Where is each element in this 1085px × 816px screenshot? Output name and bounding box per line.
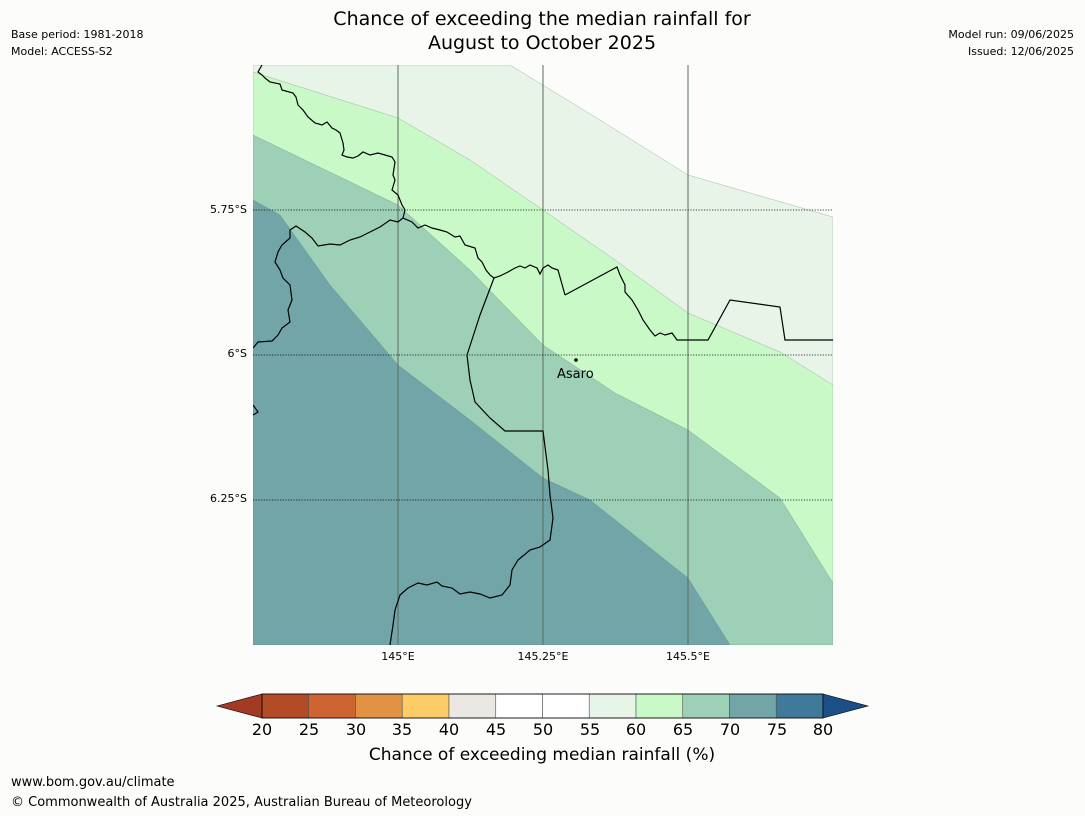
colorbar — [215, 693, 870, 719]
colorbar-extend-high — [822, 693, 870, 719]
asaro-marker — [574, 358, 578, 362]
colorbar-cells — [261, 693, 824, 719]
place-label-asaro: Asaro — [557, 367, 594, 382]
colorbar-tick: 65 — [672, 720, 694, 739]
parallel-lines — [253, 209, 833, 501]
model-name-text: Model: ACCESS-S2 — [11, 45, 113, 58]
colorbar-cell — [588, 693, 637, 719]
colorbar-tick: 45 — [485, 720, 507, 739]
colorbar-tick: 35 — [391, 720, 413, 739]
lat-label-6-25s: 6.25°S — [210, 492, 247, 505]
model-run-text: Model run: 09/06/2025 — [948, 28, 1074, 41]
map-plot-area: Asaro — [253, 65, 833, 645]
colorbar-cell — [542, 693, 590, 719]
colorbar-tick: 80 — [812, 720, 834, 739]
footer-copyright: © Commonwealth of Australia 2025, Austra… — [11, 795, 472, 810]
run-info: Model run: 09/06/2025 Issued: 12/06/2025 — [948, 26, 1074, 60]
colorbar-label: Chance of exceeding median rainfall (%) — [368, 745, 716, 765]
colorbar-tick: 55 — [579, 720, 601, 739]
issued-text: Issued: 12/06/2025 — [967, 45, 1074, 58]
colorbar-tick: 25 — [298, 720, 320, 739]
lon-label-145e: 145°E — [381, 650, 415, 663]
lat-label-6s: 6°S — [227, 347, 247, 360]
colorbar-tick: 75 — [766, 720, 788, 739]
colorbar-cell — [495, 693, 543, 719]
lat-label-5-75s: 5.75°S — [210, 203, 247, 216]
map-title: Chance of exceeding the median rainfall … — [242, 7, 842, 55]
colorbar-tick: 70 — [719, 720, 741, 739]
colorbar-cell — [308, 693, 356, 719]
title-line-1: Chance of exceeding the median rainfall … — [333, 8, 751, 30]
title-line-2: August to October 2025 — [427, 32, 657, 54]
colorbar-cell — [261, 693, 310, 719]
footer-url[interactable]: www.bom.gov.au/climate — [11, 775, 175, 790]
lon-label-145-5e: 145.5°E — [666, 650, 710, 663]
province-boundaries — [253, 65, 833, 645]
colorbar-cell — [729, 693, 777, 719]
colorbar-extend-low — [215, 693, 263, 719]
colorbar-tick: 50 — [532, 720, 554, 739]
colorbar-tick: 30 — [345, 720, 367, 739]
lon-label-145-25e: 145.25°E — [517, 650, 569, 663]
colorbar-tick: 20 — [251, 720, 273, 739]
model-info: Base period: 1981-2018 Model: ACCESS-S2 — [11, 26, 143, 60]
colorbar-cell — [401, 693, 450, 719]
colorbar-cell — [448, 693, 497, 719]
colorbar-cell — [775, 693, 824, 719]
colorbar-cell — [355, 693, 403, 719]
colorbar-tick: 40 — [438, 720, 460, 739]
colorbar-cell — [682, 693, 730, 719]
base-period-text: Base period: 1981-2018 — [11, 28, 144, 41]
colorbar-cell — [635, 693, 684, 719]
colorbar-tick: 60 — [625, 720, 647, 739]
